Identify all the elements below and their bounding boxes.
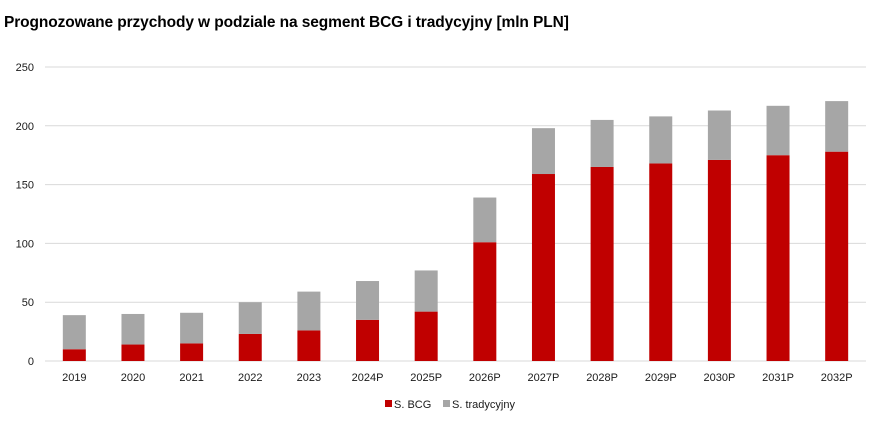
y-tick-label: 0 (28, 356, 34, 368)
bar-bcg-2022 (238, 333, 262, 361)
bar-bcg-2019 (62, 349, 86, 361)
bar-tradycyjny-2021 (180, 312, 204, 344)
bar-tradycyjny-2023 (297, 291, 321, 331)
bar-tradycyjny-2031P (766, 105, 790, 156)
bar-bcg-2025P (414, 311, 438, 361)
y-tick-label: 150 (16, 180, 34, 192)
legend-label-bcg: S. BCG (394, 399, 431, 411)
x-tick-label: 2023 (297, 372, 321, 384)
legend-label-tradycyjny: S. tradycyjny (452, 399, 515, 411)
bar-bcg-2021 (180, 343, 204, 361)
x-tick-label: 2028P (586, 372, 618, 384)
chart-title: Prognozowane przychody w podziale na seg… (4, 14, 569, 31)
x-tick-label: 2029P (645, 372, 677, 384)
x-tick-label: 2025P (410, 372, 442, 384)
bar-tradycyjny-2029P (649, 116, 673, 164)
bar-tradycyjny-2032P (825, 101, 849, 152)
bar-tradycyjny-2027P (531, 128, 555, 175)
x-tick-label: 2022 (238, 372, 262, 384)
legend: S. BCG S. tradycyjny (385, 399, 515, 411)
x-tick-label: 2031P (762, 372, 794, 384)
bar-bcg-2031P (766, 155, 790, 361)
x-tick-label: 2030P (703, 372, 735, 384)
bar-tradycyjny-2025P (414, 270, 438, 312)
y-tick-label: 200 (16, 121, 34, 133)
bar-bcg-2032P (825, 151, 849, 361)
y-tick-label: 50 (22, 297, 34, 309)
y-axis-ticks: 0 50 100 150 200 250 (16, 62, 34, 368)
x-tick-label: 2019 (62, 372, 86, 384)
bar-bcg-2028P (590, 166, 614, 361)
x-tick-label: 2026P (469, 372, 501, 384)
x-tick-label: 2020 (121, 372, 145, 384)
bar-bcg-2026P (473, 242, 497, 361)
bar-bcg-2027P (531, 174, 555, 361)
legend-swatch-bcg (385, 400, 392, 407)
bar-bcg-2030P (707, 159, 731, 361)
bar-tradycyjny-2024P (356, 281, 380, 320)
legend-swatch-tradycyjny (443, 400, 450, 407)
bar-tradycyjny-2028P (590, 119, 614, 167)
bars (62, 101, 849, 361)
bar-bcg-2023 (297, 330, 321, 361)
bar-tradycyjny-2022 (238, 302, 262, 334)
bar-tradycyjny-2020 (121, 313, 145, 345)
y-tick-label: 100 (16, 238, 34, 250)
x-tick-label: 2027P (528, 372, 560, 384)
bar-tradycyjny-2026P (473, 197, 497, 243)
bar-tradycyjny-2030P (707, 110, 731, 160)
bar-tradycyjny-2019 (62, 315, 86, 350)
x-axis-ticks: 2019 2020 2021 2022 2023 2024P 2025P 2026P 2027P… (62, 372, 853, 384)
bar-bcg-2020 (121, 344, 145, 361)
y-tick-label: 250 (16, 62, 34, 74)
x-tick-label: 2021 (179, 372, 203, 384)
x-tick-label: 2032P (821, 372, 853, 384)
gridlines (45, 66, 866, 362)
bar-bcg-2024P (356, 319, 380, 361)
x-tick-label: 2024P (352, 372, 384, 384)
bar-bcg-2029P (649, 163, 673, 361)
